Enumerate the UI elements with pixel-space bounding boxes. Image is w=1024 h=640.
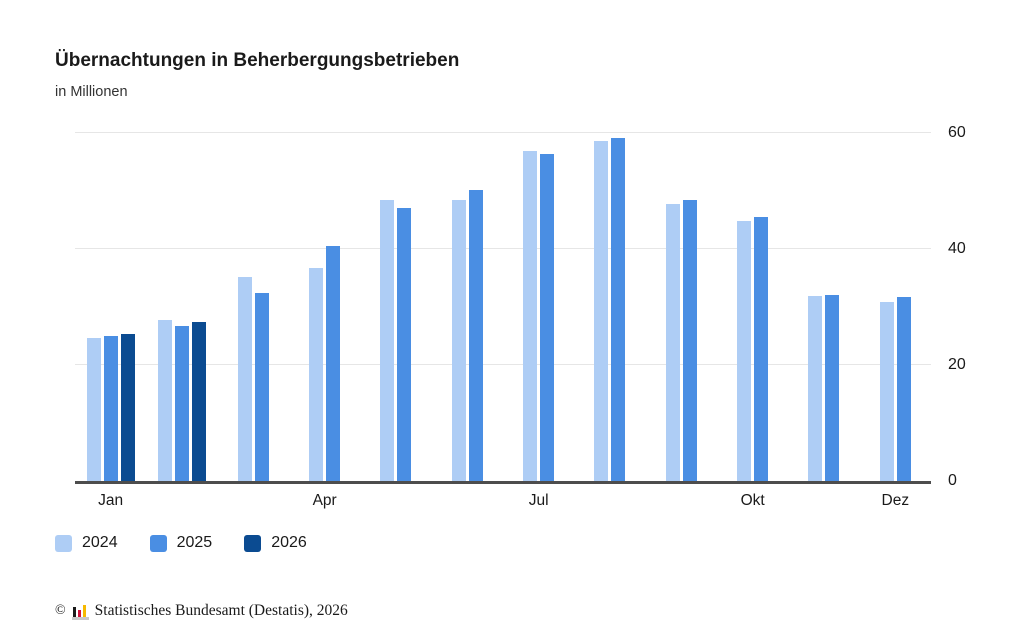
x-tick-label-okt: Okt [740,492,765,509]
bar-2025-dez [896,296,911,481]
source-line: © Statistisches Bundesamt (Destatis), 20… [55,602,348,620]
bar-group-jan [75,133,146,481]
y-tick-label-60: 60 [948,124,966,141]
bar-2025-mai [397,208,412,481]
y-tick-label-0: 0 [948,472,957,489]
x-tick-label-jul: Jul [528,492,549,509]
bar-group-mai [360,133,431,481]
bar-2025-mär [254,292,269,481]
x-axis-labels: Jan Apr Jul Okt Dez [75,492,931,514]
bar-2025-feb [174,326,189,481]
bar-2025-jan [103,336,118,481]
bar-2024-mär [237,277,252,481]
bar-2024-sep [665,203,680,481]
bar-group-jul [503,133,574,481]
gridline-20 [75,364,931,365]
bar-group-okt [717,133,788,481]
bar-2024-nov [808,295,823,481]
destatis-logo-icon [71,603,89,620]
chart-legend: 2024 2025 2026 [55,534,307,552]
legend-item-2026[interactable]: 2026 [244,534,307,552]
copyright-symbol: © [55,603,66,618]
legend-swatch-2026 [244,534,262,552]
bar-2024-feb [157,319,172,481]
y-tick-label-40: 40 [948,240,966,257]
y-tick-label-20: 20 [948,356,966,373]
bar-group-aug [574,133,645,481]
chart-title: Übernachtungen in Beherbergungsbetrieben [55,50,460,71]
bar-2024-apr [309,267,324,481]
bar-2024-mai [380,200,395,481]
x-tick-label-jan: Jan [98,492,124,509]
bar-2025-jun [468,190,483,481]
bar-2024-dez [879,301,894,481]
bar-2026-feb [191,322,206,481]
bar-2025-sep [682,200,697,481]
bar-2025-aug [611,137,626,481]
gridline-60 [75,132,931,133]
bar-group-jun [432,133,503,481]
bar-2024-okt [737,220,752,481]
bar-group-apr [289,133,360,481]
source-text: Statistisches Bundesamt (Destatis), 2026 [94,602,348,619]
bar-2025-apr [326,245,341,481]
x-tick-label-apr: Apr [312,492,337,509]
bar-group-mär [218,133,289,481]
bar-2024-jun [451,199,466,481]
legend-label-2024: 2024 [82,534,118,551]
legend-label-2026: 2026 [271,534,307,551]
plot-area [75,132,931,484]
bar-2024-aug [594,140,609,481]
bar-2024-jul [523,150,538,481]
bar-2026-jan [120,333,135,481]
bar-group-feb [146,133,217,481]
legend-swatch-2024 [55,534,72,552]
legend-swatch-2025 [149,534,167,552]
bar-group-nov [788,133,859,481]
bar-group-sep [646,133,717,481]
x-axis-line [75,481,931,484]
bar-2025-jul [540,153,555,481]
legend-item-2025[interactable]: 2025 [149,534,213,552]
x-tick-label-dez: Dez [881,492,910,509]
bar-2025-okt [754,216,769,481]
y-axis-labels: 0 20 40 60 [948,124,994,489]
legend-item-2024[interactable]: 2024 [55,534,118,552]
legend-label-2025: 2025 [176,534,213,551]
chart-subtitle: in Millionen [55,84,128,100]
bar-group-dez [860,133,931,481]
bar-2024-jan [86,337,101,481]
bar-2025-nov [825,295,840,481]
gridline-40 [75,248,931,249]
